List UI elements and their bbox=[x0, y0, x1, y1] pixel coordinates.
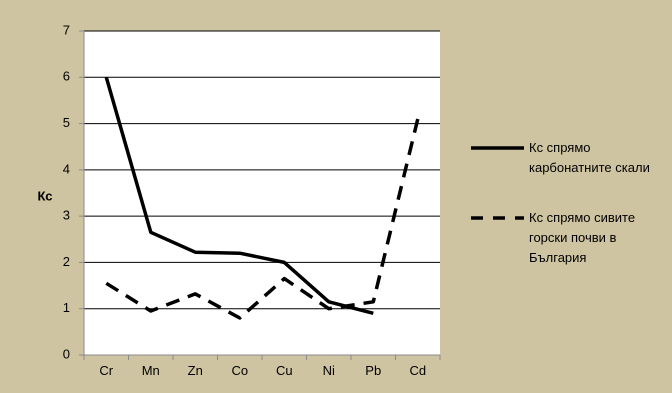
x-tick-label: Ni bbox=[323, 363, 335, 378]
x-tick-label: Zn bbox=[188, 363, 203, 378]
legend-label: Кс спрямо сивите bbox=[529, 210, 635, 225]
legend-label: България bbox=[529, 250, 586, 265]
x-tick-label: Cu bbox=[276, 363, 293, 378]
x-tick-label: Pb bbox=[365, 363, 381, 378]
series-line-solid bbox=[104, 76, 374, 315]
series-line-dashed bbox=[105, 118, 420, 320]
legend-label: карбонатните скали bbox=[529, 160, 650, 175]
x-tick-label: Mn bbox=[142, 363, 160, 378]
y-tick-label: 3 bbox=[63, 208, 70, 223]
y-tick-labels: 0 1 2 3 4 5 6 7 bbox=[63, 22, 84, 361]
y-axis-label: Кс bbox=[38, 188, 53, 203]
x-tick-labels: Cr Mn Zn Co Cu Ni Pb Cd bbox=[83, 355, 441, 378]
x-tick-label: Co bbox=[231, 363, 248, 378]
series-lines bbox=[104, 76, 420, 320]
y-tick-label: 1 bbox=[63, 300, 70, 315]
legend: Кс спрямо карбонатните скали Кс спрямо сив… bbox=[471, 140, 650, 265]
y-tick-label: 6 bbox=[63, 69, 70, 84]
y-tick-label: 2 bbox=[63, 254, 70, 269]
gridlines bbox=[84, 30, 440, 310]
y-tick-label: 0 bbox=[63, 346, 70, 361]
y-tick-label: 5 bbox=[63, 115, 70, 130]
y-tick-label: 4 bbox=[63, 161, 70, 176]
y-tick-label: 7 bbox=[63, 22, 70, 37]
x-tick-label: Cr bbox=[99, 363, 113, 378]
legend-label: Кс спрямо bbox=[529, 140, 591, 155]
plot-area bbox=[84, 31, 440, 355]
legend-label: горски почви в bbox=[529, 230, 617, 245]
x-tick-label: Cd bbox=[409, 363, 426, 378]
